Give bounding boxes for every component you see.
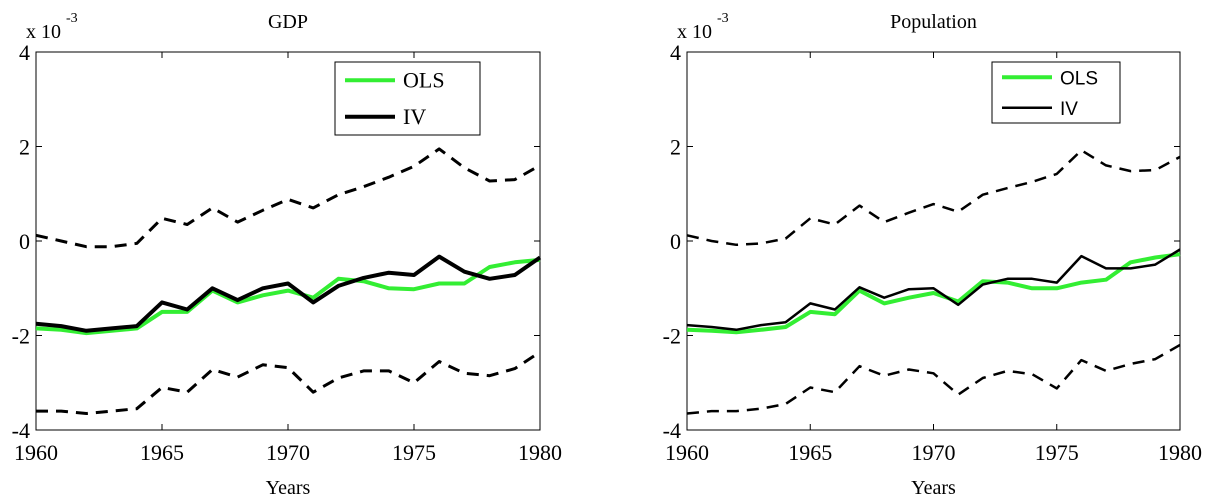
- confidence-band: [686, 343, 1181, 415]
- x-tick-label: 1975: [1035, 440, 1079, 465]
- x-tick-label: 1965: [788, 440, 832, 465]
- y-tick-label: 0: [670, 229, 681, 254]
- y-tick-label: 2: [19, 135, 30, 160]
- legend-label: OLS: [403, 67, 445, 92]
- y-multiplier: x 10: [26, 21, 61, 43]
- y-tick-label: 2: [670, 135, 681, 160]
- y-tick-label: 4: [670, 40, 681, 65]
- x-tick-label: 1980: [1158, 440, 1202, 465]
- y-tick-label: 4: [19, 40, 30, 65]
- y-tick-label: -4: [12, 418, 30, 443]
- x-tick-label: 1980: [518, 440, 562, 465]
- y-tick-label: -4: [663, 418, 681, 443]
- legend-label: IV: [403, 104, 426, 129]
- x-tick-label: 1965: [140, 440, 184, 465]
- legend-label: OLS: [1060, 68, 1098, 89]
- series-line: [35, 254, 542, 333]
- legend-box: [334, 61, 481, 136]
- x-tick-label: 1970: [266, 440, 310, 465]
- y-tick-label: -2: [12, 324, 30, 349]
- x-tick-label: 1970: [912, 440, 956, 465]
- series-line: [686, 252, 1181, 335]
- y-multiplier-exponent: -3: [66, 11, 78, 26]
- y-tick-label: 0: [19, 229, 30, 254]
- x-tick-label: 1975: [392, 440, 436, 465]
- x-axis-label: Years: [911, 477, 956, 499]
- x-tick-label: 1960: [665, 440, 709, 465]
- legend-label: IV: [1060, 99, 1078, 120]
- confidence-band: [686, 149, 1181, 247]
- x-tick-label: 1960: [14, 440, 58, 465]
- series-line: [686, 248, 1181, 332]
- y-multiplier-exponent: -3: [717, 11, 729, 26]
- y-tick-label: -2: [663, 324, 681, 349]
- confidence-band: [36, 350, 541, 415]
- chart-title: GDP: [268, 11, 308, 33]
- chart-title: Population: [890, 11, 977, 33]
- confidence-band: [35, 147, 541, 249]
- y-multiplier: x 10: [677, 21, 712, 43]
- x-axis-label: Years: [266, 477, 311, 499]
- legend-box: [991, 61, 1121, 124]
- series-line: [35, 257, 541, 336]
